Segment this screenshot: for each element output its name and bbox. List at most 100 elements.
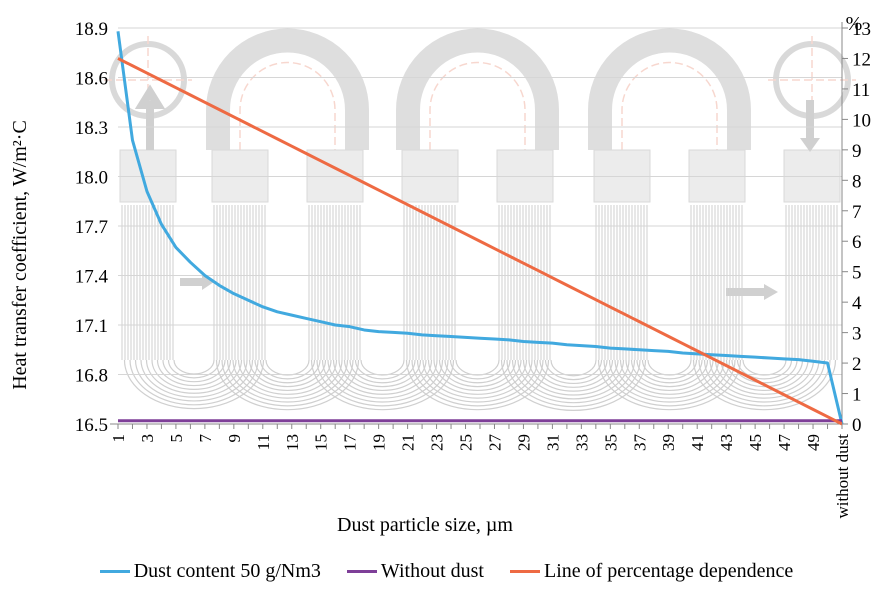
x-tick-label: 3 [138, 434, 157, 443]
u-bend [636, 359, 703, 384]
u-bend [517, 359, 630, 400]
series-line [116, 31, 844, 425]
u-bend [411, 359, 544, 407]
u-bend [349, 359, 416, 384]
y2-tick-label: 1 [852, 385, 862, 406]
u-bend [243, 359, 332, 391]
y2-tick-label: 6 [852, 232, 862, 253]
y2-tick-label: 4 [852, 293, 862, 314]
y-tick-label: 18.6 [75, 69, 108, 90]
x-tick-label: 11 [254, 434, 273, 450]
u-bend [720, 359, 809, 391]
x-tick-label: 19 [370, 434, 389, 451]
legend: Dust content 50 g/Nm3 Without dust Line of… [0, 556, 893, 586]
u-bend [614, 359, 725, 399]
u-bend [221, 359, 354, 407]
x-tick-label: 35 [601, 434, 620, 451]
legend-label: Without dust [380, 559, 484, 582]
x-tick-label: 49 [804, 434, 823, 451]
series-line [117, 57, 843, 426]
y2-tick-label: 5 [852, 263, 862, 284]
u-bend [603, 359, 736, 407]
x-tick-label: 13 [283, 434, 302, 451]
flow-arrow-icon [202, 274, 214, 290]
y2-tick-label: 0 [852, 415, 862, 436]
x-tick-label: 41 [688, 434, 707, 451]
legend-label: Line of percentage dependence [544, 559, 794, 582]
x-tick-label: 47 [775, 434, 794, 452]
u-bend [343, 359, 422, 388]
y-tick-label: 17.4 [75, 267, 109, 288]
u-bend [316, 359, 449, 407]
y-tick-label: 16.8 [75, 366, 108, 387]
u-bend [455, 359, 500, 376]
x-tick-label: 45 [746, 434, 765, 451]
x-axis-title: Dust particle size, µm [337, 514, 513, 536]
flow-arrow-icon [134, 84, 166, 150]
y2-axis-title: % [846, 13, 863, 35]
u-bend [449, 359, 506, 380]
u-bend [438, 359, 517, 388]
u-bend [248, 359, 327, 388]
u-bend [354, 359, 411, 380]
u-bend [254, 359, 321, 384]
u-bend [134, 359, 254, 402]
u-bend [151, 359, 237, 390]
y-tick-label: 16.5 [75, 415, 108, 436]
u-bend [416, 359, 539, 403]
u-bend [742, 359, 787, 376]
x-tick-label: 1 [109, 434, 128, 443]
u-bend [265, 359, 310, 376]
coil-arch [588, 28, 751, 150]
u-bend [140, 359, 248, 398]
u-bend [625, 359, 714, 391]
legend-swatch [510, 569, 540, 573]
y2-tick-label: 3 [852, 324, 862, 345]
y-tick-label: 17.7 [75, 217, 108, 238]
y-axis-ticks: 16.5 16.8 17.1 17.4 17.7 18.0 18.3 18.6 18.9 [75, 19, 109, 436]
series-lines [116, 31, 844, 426]
x-tick-label: 23 [428, 434, 447, 451]
u-bend [327, 359, 438, 399]
u-bend [647, 359, 692, 376]
u-bend [433, 359, 522, 391]
u-bend [608, 359, 731, 403]
centerline [239, 61, 336, 150]
y2-tick-label: 8 [852, 171, 862, 192]
x-tick-label: 25 [457, 434, 476, 451]
u-bend [422, 359, 533, 399]
u-bend [259, 359, 316, 380]
heat-exchanger-illustration [104, 28, 856, 411]
x-axis-ticks: 1 3 5 7 9 11 13 15 17 19 21 23 25 27 29 31 33 35 37 39 41 43 4… [109, 424, 852, 519]
u-bend [539, 359, 608, 385]
u-bend [641, 359, 698, 380]
legend-label: Dust content 50 g/Nm3 [133, 559, 321, 582]
x-tick-label: 9 [225, 434, 244, 443]
y2-tick-label: 13 [852, 19, 871, 40]
x-tick-label: 21 [399, 434, 418, 451]
y2-tick-label: 7 [852, 202, 862, 223]
y2-tick-label: 11 [852, 80, 870, 101]
legend-item: Without dust [346, 559, 484, 583]
u-bend [550, 359, 597, 377]
u-bend [405, 359, 550, 411]
x-tick-label: without dust [833, 434, 852, 519]
x-tick-label: 43 [717, 434, 736, 451]
u-bend [506, 359, 641, 408]
y-tick-label: 18.3 [75, 118, 108, 139]
y-axis-title: Heat transfer coefficient, W/m²·C [9, 120, 31, 390]
u-bend [709, 359, 820, 399]
u-bend [173, 359, 215, 375]
x-tick-label: 31 [543, 434, 562, 451]
y2-tick-label: 9 [852, 141, 862, 162]
legend-item: Dust content 50 g/Nm3 [99, 559, 321, 583]
x-tick-label: 39 [659, 434, 678, 451]
u-bend [310, 359, 455, 411]
u-bend [226, 359, 349, 403]
y2-tick-label: 12 [852, 49, 871, 70]
u-bend [167, 359, 221, 379]
x-tick-label: 33 [572, 434, 591, 451]
x-tick-label: 5 [167, 434, 186, 443]
